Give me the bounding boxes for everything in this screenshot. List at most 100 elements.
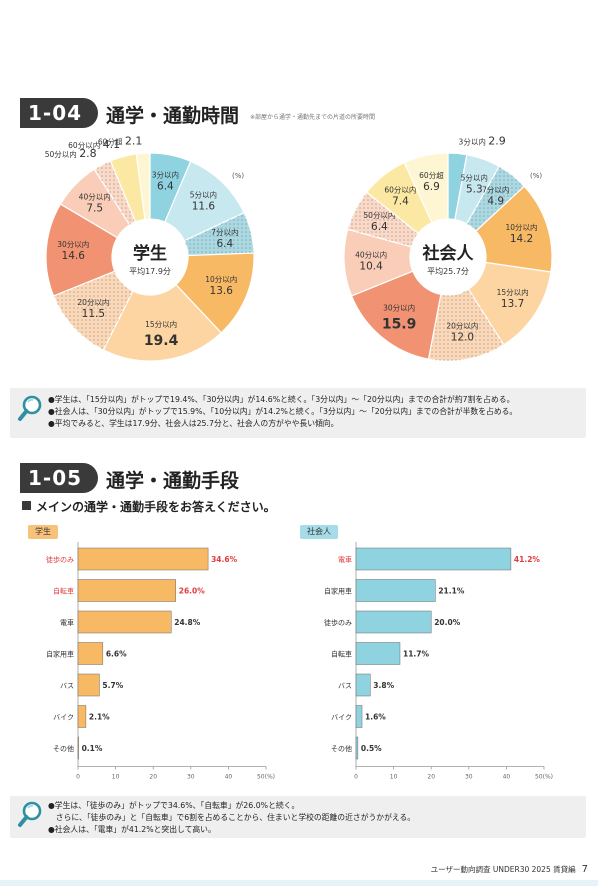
bar — [355, 642, 401, 665]
bar-category-label: バス — [338, 682, 352, 690]
pie-slice — [403, 152, 449, 224]
bar-chart-student: 0 10 20 30 40 50(%) 徒歩のみ 34.6% 自転車 26.0% 電車 24.8% 自家… — [46, 542, 275, 781]
bar-category-label: 徒歩のみ — [324, 618, 352, 627]
bar — [355, 610, 432, 634]
slice-value: 2.9 — [488, 134, 506, 147]
pie-slice — [135, 152, 151, 221]
section-note: ※部屋から通学・通勤先までの片道の所要時間 — [250, 114, 376, 121]
slice-label: 10分以内 — [205, 274, 237, 284]
donut-center-label: 社会人 — [422, 243, 475, 264]
x-tick-label: 20 — [149, 774, 157, 781]
donut-center — [411, 220, 485, 294]
x-tick-label: 30 — [187, 774, 195, 781]
summary-text: ●学生は、「15分以内」がトップで19.4%、「30分以内」が14.6%と続く。… — [48, 394, 517, 430]
slice-label: 60分以内 4.1 — [68, 138, 120, 151]
slice-value: 11.6 — [192, 201, 216, 213]
slice-value: 15.9 — [382, 316, 417, 332]
summary-line: ●学生は、「徒歩のみ」がトップで34.6%、「自転車」が26.0%と続く。 — [48, 801, 300, 810]
question-marker — [22, 501, 31, 510]
slice-label: 5分以内 — [461, 173, 488, 183]
bar — [355, 547, 512, 571]
slice-value: 6.4 — [157, 181, 174, 193]
section-number-badge: 1-04 — [20, 98, 98, 128]
x-tick-label: 10 — [112, 774, 120, 781]
bar — [77, 705, 87, 728]
pie-slice — [45, 203, 119, 297]
donut-center-average: 平均25.7分 — [427, 266, 469, 276]
bar-category-label: その他 — [53, 744, 74, 753]
page-footer: ユーザー動向調査 UNDER30 2025 賃貸編 7 — [431, 864, 588, 875]
page-number: 7 — [581, 864, 588, 875]
slice-label: 5分以内 — [190, 190, 217, 200]
slice-label: 60分超 — [419, 171, 444, 180]
unit-label: (%) — [232, 172, 244, 180]
bar-category-label: 自家用車 — [46, 650, 74, 659]
slice-value: 14.6 — [62, 250, 86, 262]
bar — [355, 736, 359, 760]
magnifier-icon — [18, 395, 42, 421]
slice-value: 4.9 — [487, 196, 504, 208]
magnifier-icon — [18, 801, 42, 827]
section-number-badge: 1-05 — [20, 463, 98, 493]
slice-label: 30分以内 — [383, 302, 415, 312]
slice-label: 20分以内 — [446, 321, 478, 331]
slice-value: 13.6 — [210, 285, 234, 297]
group-badge-student: 学生 — [28, 525, 58, 539]
slice-label: 7分以内 — [211, 227, 238, 237]
slice-value: 13.7 — [501, 298, 524, 310]
slice-value: 6.9 — [423, 181, 440, 193]
bar-category-label: 電車 — [60, 618, 74, 627]
slice-label: 7分以内 — [482, 185, 509, 195]
slice-value: 14.2 — [510, 233, 533, 245]
bar — [77, 673, 100, 697]
bar-chart-worker: 0 10 20 30 40 50(%) 電車 41.2% 自家用車 21.1% 徒歩のみ 20.0% 自… — [324, 542, 553, 781]
summary-text: ●学生は、「徒歩のみ」がトップで34.6%、「自転車」が26.0%と続く。 さら… — [48, 800, 415, 836]
slice-label: 20分以内 — [77, 297, 109, 307]
bar — [77, 642, 104, 665]
bar — [77, 579, 177, 602]
bar — [355, 579, 436, 602]
slice-value: 12.0 — [451, 332, 474, 344]
x-tick-label: 40 — [225, 774, 233, 781]
bar-category-label: 徒歩のみ — [46, 555, 74, 564]
slice-label: 15分以内 — [497, 287, 529, 297]
bar-value-label: 24.8% — [174, 618, 201, 627]
slice-label: 15分以内 — [145, 319, 177, 329]
summary-line: ●学生は、「15分以内」がトップで19.4%、「30分以内」が14.6%と続く。… — [48, 395, 515, 404]
slice-label: 50分以内 — [363, 210, 395, 220]
bar-value-label: 26.0% — [179, 587, 206, 596]
pie-slice-texture — [347, 192, 419, 247]
x-tick-label: 50(%) — [257, 774, 275, 781]
x-tick-label: 30 — [465, 774, 473, 781]
slice-label: 60分超 2.1 — [98, 134, 142, 147]
slice-label: 60分以内 — [384, 184, 416, 194]
slice-value: 5.3 — [466, 184, 483, 196]
bar-category-label: その他 — [331, 744, 352, 753]
bar-value-label: 20.0% — [434, 618, 461, 627]
x-tick-label: 0 — [76, 774, 80, 781]
bar-value-label: 3.8% — [373, 681, 394, 690]
summary-box-commute-time: ●学生は、「15分以内」がトップで19.4%、「30分以内」が14.6%と続く。… — [10, 388, 586, 438]
bar-value-label: 6.6% — [106, 650, 127, 659]
group-badge-worker: 社会人 — [300, 525, 338, 539]
x-tick-label: 0 — [354, 774, 358, 781]
bar — [77, 547, 209, 571]
summary-line: さらに、「徒歩のみ」と「自転車」で6割を占めることから、住まいと学校の距離の近さ… — [48, 813, 416, 822]
slice-label: 10分以内 — [506, 222, 538, 232]
slice-label: 50分以内 2.8 — [45, 147, 97, 160]
bar-value-label: 21.1% — [438, 587, 465, 596]
pie-slice-texture — [466, 166, 525, 232]
slice-value: 7.5 — [86, 202, 103, 214]
x-tick-label: 50(%) — [535, 774, 553, 781]
x-tick-label: 40 — [503, 774, 511, 781]
bar-category-label: バイク — [331, 714, 352, 722]
bar — [77, 736, 79, 760]
slice-value: 19.4 — [144, 333, 179, 349]
slice-label: 40分以内 — [79, 191, 111, 201]
bar-value-label: 41.2% — [514, 555, 541, 564]
bar-value-label: 34.6% — [211, 555, 238, 564]
footer-text: ユーザー動向調査 UNDER30 2025 賃貸編 — [430, 865, 576, 874]
slice-label: 30分以内 — [57, 239, 89, 249]
question-label: メインの通学・通勤手段をお答えください。 — [36, 500, 276, 514]
